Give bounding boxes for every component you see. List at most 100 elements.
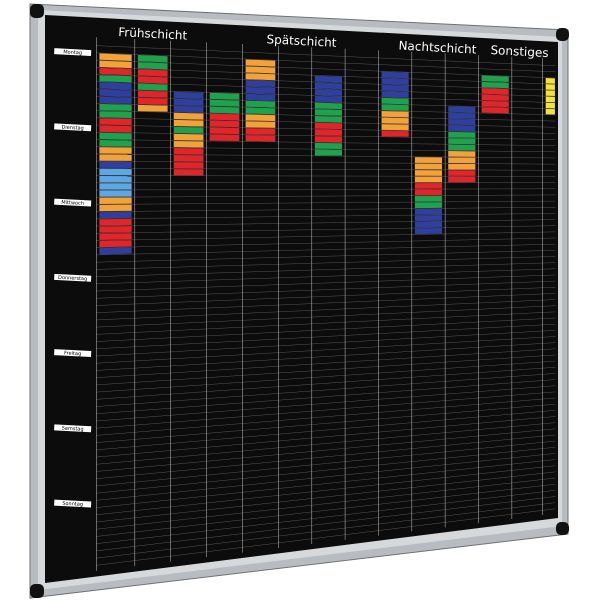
card	[545, 90, 555, 97]
card	[99, 82, 132, 90]
card	[414, 176, 443, 183]
card	[414, 189, 443, 196]
slot-line	[96, 317, 556, 342]
column-header: Nachtschicht	[398, 39, 477, 57]
card	[173, 112, 204, 120]
card	[99, 247, 132, 255]
card	[99, 67, 132, 76]
slot-line	[96, 379, 556, 414]
slot-line	[96, 459, 556, 508]
slot-line	[96, 471, 556, 523]
slot-line	[96, 124, 556, 134]
card	[314, 102, 343, 110]
day-label: Dienstag	[61, 125, 84, 132]
card	[314, 122, 343, 130]
board-content: Frühschicht Spätschicht Nachtschicht Sonsti…	[54, 25, 556, 571]
slot-line	[96, 160, 556, 165]
card	[99, 147, 132, 154]
card	[99, 161, 132, 169]
slot-line	[96, 416, 556, 458]
day-label-card	[54, 349, 92, 358]
slot-line	[96, 373, 556, 407]
card	[209, 113, 240, 121]
slot-line	[96, 354, 556, 386]
day-label-card	[54, 273, 92, 282]
card	[481, 81, 509, 89]
card	[245, 59, 276, 67]
corner	[556, 522, 569, 535]
card	[99, 60, 132, 69]
card	[414, 208, 443, 215]
card	[314, 95, 343, 103]
card	[99, 190, 132, 197]
card	[173, 133, 204, 141]
slot-line	[96, 231, 556, 241]
card	[99, 103, 132, 111]
slot-line	[96, 502, 556, 559]
slot-line	[96, 59, 556, 79]
card	[137, 90, 168, 98]
card	[173, 98, 204, 106]
slot-line	[96, 206, 556, 212]
card	[245, 135, 276, 142]
slot-line	[96, 447, 556, 494]
day-label-card	[54, 424, 92, 433]
card	[173, 155, 204, 162]
card	[209, 127, 240, 135]
slot-line	[96, 194, 556, 198]
slot-line	[96, 403, 556, 443]
slot-line	[96, 168, 556, 171]
slot-line	[96, 243, 556, 256]
card	[481, 107, 509, 114]
slot-line	[96, 385, 556, 422]
slot-line	[96, 434, 556, 479]
slot-line	[96, 153, 556, 159]
card	[414, 227, 443, 235]
slot-line	[96, 305, 556, 328]
card	[381, 91, 409, 98]
card	[448, 157, 476, 164]
card	[209, 120, 240, 128]
slot-line	[96, 88, 556, 103]
card	[481, 88, 509, 95]
card	[448, 131, 476, 138]
card	[545, 96, 555, 103]
card	[448, 138, 476, 145]
card	[414, 183, 443, 189]
card	[99, 176, 132, 183]
column-header: Sonstiges	[490, 43, 549, 60]
card	[137, 83, 168, 91]
card	[245, 73, 276, 81]
card	[314, 75, 343, 83]
slot-line	[96, 336, 556, 364]
card	[99, 75, 132, 83]
slot-line	[96, 410, 556, 451]
card	[137, 62, 168, 70]
slot-line	[96, 342, 556, 371]
card	[481, 100, 509, 108]
slot-line	[96, 256, 556, 270]
card	[137, 76, 168, 84]
day-label-card	[54, 123, 92, 132]
card	[173, 162, 204, 169]
card	[545, 84, 555, 90]
card	[381, 97, 409, 105]
slot-line	[96, 428, 556, 472]
slot-line	[96, 219, 556, 227]
card	[314, 136, 343, 143]
card	[414, 202, 443, 209]
card	[545, 108, 555, 115]
card	[99, 118, 132, 126]
slot-line	[96, 274, 556, 292]
slot-line	[96, 299, 556, 321]
slot-line	[96, 323, 556, 350]
card	[481, 94, 509, 101]
card	[99, 233, 132, 241]
card	[381, 78, 409, 85]
slot-line	[96, 366, 556, 400]
card	[209, 134, 240, 141]
slot-line	[96, 360, 556, 393]
card	[99, 197, 132, 204]
card	[245, 93, 276, 101]
